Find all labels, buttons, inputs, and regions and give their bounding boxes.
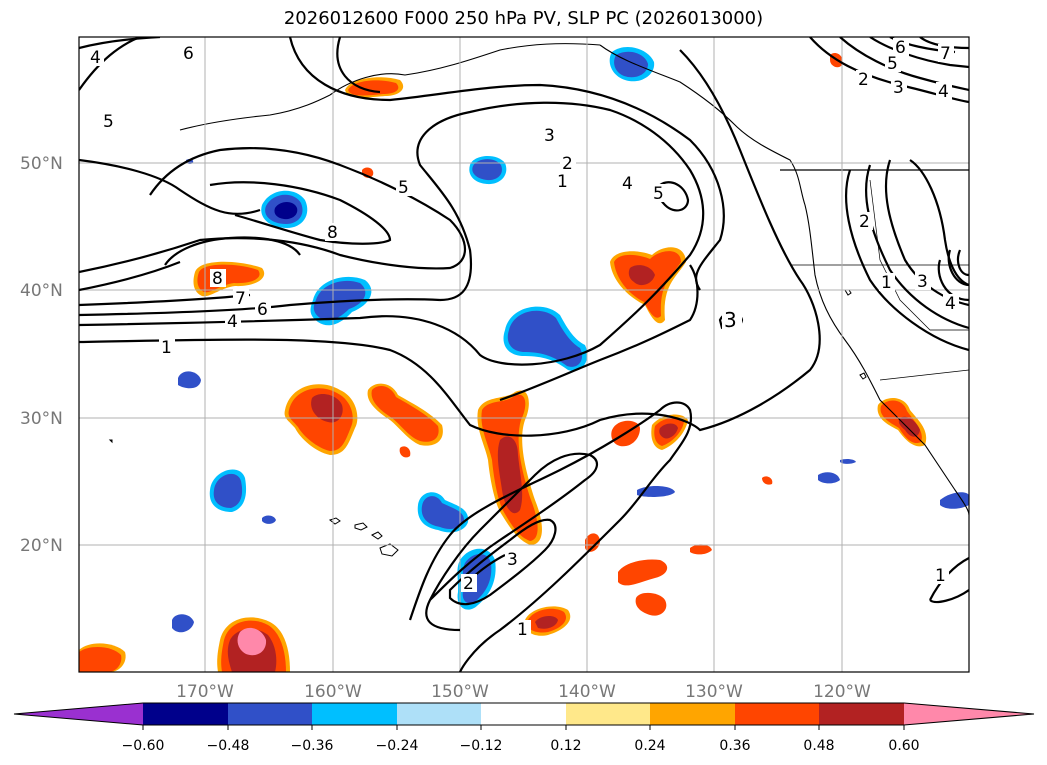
contour-label: 1 [161, 338, 172, 358]
latitude-labels: 50°N 40°N 30°N 20°N [20, 154, 63, 556]
contour-label: 2 [859, 212, 870, 232]
contour-label: 3 [724, 308, 737, 332]
contour-label: 2 [858, 70, 869, 90]
colorbar-segment [735, 703, 819, 725]
colorbar-tick-label: 0.24 [634, 738, 665, 754]
colorbar-segment [819, 703, 904, 725]
map-frame [78, 36, 970, 673]
contour-label: 5 [103, 112, 114, 132]
colorbar-segment [650, 703, 735, 725]
colorbar-extend-low [14, 703, 143, 725]
lon-label-120w: 120°W [813, 682, 871, 702]
contour-label: 4 [90, 48, 101, 68]
colorbar-tick-label: −0.60 [122, 738, 165, 754]
colorbar-tick-label: 0.48 [803, 738, 834, 754]
contour-label: 6 [257, 300, 268, 320]
contour-label: 4 [227, 312, 238, 332]
colorbar-tick-label: 0.36 [719, 738, 750, 754]
lon-label-150w: 150°W [431, 682, 489, 702]
contour-labels: 1 4 6 7 8 8 5 5 6 4 3 2 1 4 [88, 38, 959, 640]
lat-label-40n: 40°N [20, 281, 63, 301]
contour-label: 2 [562, 154, 573, 174]
colorbar-tick-label: 0.12 [550, 738, 581, 754]
contour-label: 1 [935, 566, 946, 586]
contour-label: 4 [938, 82, 949, 102]
map-title: 2026012600 F000 250 hPa PV, SLP PC (2026… [283, 8, 764, 29]
contour-label: 4 [622, 174, 633, 194]
contour-label: 6 [895, 38, 906, 58]
contour-label: 3 [893, 78, 904, 98]
lon-label-160w: 160°W [304, 682, 362, 702]
contour-label: 3 [544, 126, 555, 146]
lon-label-130w: 130°W [685, 682, 743, 702]
colorbar: −0.60 −0.48 −0.36 −0.24 −0.12 0.12 0.24 … [13, 702, 1035, 754]
colorbar-ticks [142, 725, 905, 730]
contour-label: 8 [212, 269, 223, 289]
contour-label: 5 [887, 54, 898, 74]
contour-label: 8 [327, 223, 338, 243]
lon-label-170w: 170°W [176, 682, 234, 702]
colorbar-segment [228, 703, 312, 725]
colorbar-segment [143, 703, 228, 725]
colorbar-tick-label: 0.60 [888, 738, 919, 754]
contour-label: 1 [557, 172, 568, 192]
contour-label: 6 [183, 44, 194, 64]
contour-label: 5 [653, 184, 664, 204]
colorbar-tick-label: −0.48 [207, 738, 250, 754]
contour-label: 3 [507, 550, 518, 570]
longitude-labels: 170°W 160°W 150°W 140°W 130°W 120°W [176, 682, 871, 702]
colorbar-tick-label: −0.24 [376, 738, 419, 754]
colorbar-extend-high [904, 703, 1034, 725]
contour-label: 5 [398, 178, 409, 198]
gridlines [79, 37, 969, 672]
lat-label-30n: 30°N [20, 409, 63, 429]
contour-label: 7 [235, 289, 246, 309]
contour-label: 2 [463, 574, 474, 594]
colorbar-tick-label: −0.12 [460, 738, 503, 754]
colorbar-segment [481, 703, 566, 725]
contour-label: 1 [881, 273, 892, 293]
lat-label-20n: 20°N [20, 536, 63, 556]
contour-label: 1 [517, 620, 528, 640]
contour-label: 4 [945, 294, 956, 314]
colorbar-segment [312, 703, 397, 725]
contour-label: 7 [940, 44, 951, 64]
pv-positive-anomalies [79, 53, 927, 672]
colorbar-segment [397, 703, 481, 725]
contour-label: 3 [917, 272, 928, 292]
lat-label-50n: 50°N [20, 154, 63, 174]
lon-label-140w: 140°W [558, 682, 616, 702]
colorbar-tick-label: −0.36 [291, 738, 334, 754]
colorbar-segment [566, 703, 650, 725]
